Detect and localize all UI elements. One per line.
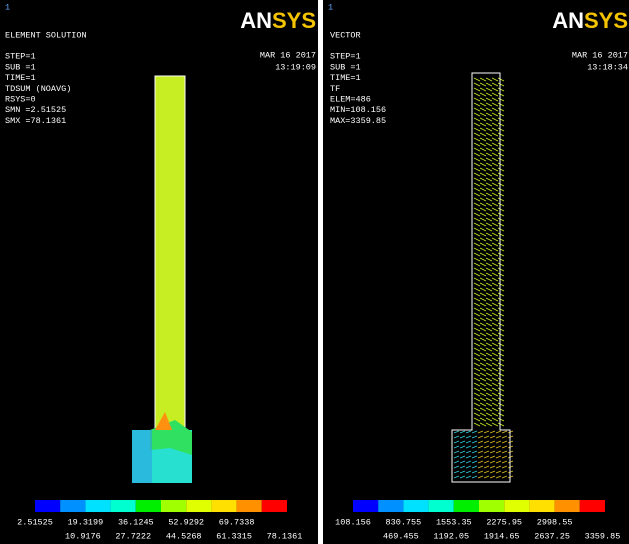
- legend-label: 2275.95: [486, 517, 522, 527]
- legend-label: 44.5268: [166, 531, 202, 541]
- date: MAR 16 2017: [260, 50, 316, 60]
- legend-label: 36.1245: [118, 517, 154, 527]
- legend-swatch: [580, 500, 605, 512]
- legend-swatch: [429, 500, 454, 512]
- legend-label: 2.51525: [17, 517, 53, 527]
- legend-label: 69.7338: [219, 517, 255, 527]
- info-line: STEP=1: [5, 52, 36, 62]
- legend-label: 830.755: [386, 517, 422, 527]
- legend-label: 78.1361: [267, 531, 303, 541]
- info-line: SMN =2.51525: [5, 105, 66, 115]
- legend-swatch: [353, 500, 378, 512]
- legend-swatch: [504, 500, 529, 512]
- legend-swatch: [262, 500, 287, 512]
- legend-swatch: [186, 500, 211, 512]
- ansys-logo: ANSYS: [240, 8, 316, 33]
- legend-label: 10.9176: [65, 531, 101, 541]
- info-line: STEP=1: [330, 52, 361, 62]
- info-line: TIME=1: [330, 73, 361, 83]
- legend-label: 1914.65: [484, 531, 520, 541]
- legend: [353, 500, 605, 512]
- info-line: TIME=1: [5, 73, 36, 83]
- legend-swatch: [211, 500, 236, 512]
- right-viewport: [323, 0, 629, 544]
- screenshot: 1ELEMENT SOLUTIONSTEP=1SUB =1TIME=1TDSUM…: [0, 0, 629, 544]
- legend-swatch: [85, 500, 110, 512]
- legend-swatch: [136, 500, 161, 512]
- info-line: VECTOR: [330, 30, 361, 40]
- legend-swatch: [161, 500, 186, 512]
- time: 13:18:34: [587, 62, 628, 72]
- legend-label: 2998.55: [537, 517, 573, 527]
- legend-swatch: [555, 500, 580, 512]
- info-line: SUB =1: [330, 62, 361, 72]
- ansys-logo: ANSYS: [552, 8, 628, 33]
- info-line: RSYS=0: [5, 94, 36, 104]
- legend-label: 61.3315: [216, 531, 252, 541]
- logo-an: AN: [240, 8, 272, 33]
- legend-label: 2637.25: [534, 531, 570, 541]
- legend-label: 52.9292: [168, 517, 204, 527]
- legend-swatch: [529, 500, 554, 512]
- info-line: SUB =1: [5, 62, 36, 72]
- legend-swatch: [454, 500, 479, 512]
- legend-swatch: [111, 500, 136, 512]
- legend-swatch: [378, 500, 403, 512]
- legend-swatch: [403, 500, 428, 512]
- legend-swatch: [60, 500, 85, 512]
- legend-swatch: [479, 500, 504, 512]
- legend-swatch: [35, 500, 60, 512]
- info-line: TDSUM (NOAVG): [5, 84, 71, 94]
- legend-label: 3359.85: [585, 531, 621, 541]
- logo-sys: SYS: [272, 8, 316, 33]
- logo-sys: SYS: [584, 8, 628, 33]
- info-line: TF: [330, 84, 340, 94]
- legend-label: 19.3199: [68, 517, 104, 527]
- info-line: SMX =78.1361: [5, 116, 66, 126]
- info-line: MIN=108.156: [330, 105, 386, 115]
- window-number: 1: [328, 2, 333, 12]
- legend-label: 108.156: [335, 517, 371, 527]
- legend-label: 27.7222: [115, 531, 151, 541]
- info-line: ELEMENT SOLUTION: [5, 30, 87, 40]
- time: 13:19:09: [275, 62, 316, 72]
- window-number: 1: [5, 2, 10, 12]
- base-contour-blue: [132, 430, 152, 483]
- legend-swatch: [237, 500, 262, 512]
- logo-an: AN: [552, 8, 584, 33]
- info-line: ELEM=486: [330, 94, 371, 104]
- legend: [35, 500, 287, 512]
- legend-label: 1192.05: [433, 531, 469, 541]
- legend-label: 1553.35: [436, 517, 472, 527]
- info-line: MAX=3359.85: [330, 116, 386, 126]
- date: MAR 16 2017: [572, 50, 628, 60]
- column-contour: [155, 76, 185, 430]
- legend-label: 469.455: [383, 531, 419, 541]
